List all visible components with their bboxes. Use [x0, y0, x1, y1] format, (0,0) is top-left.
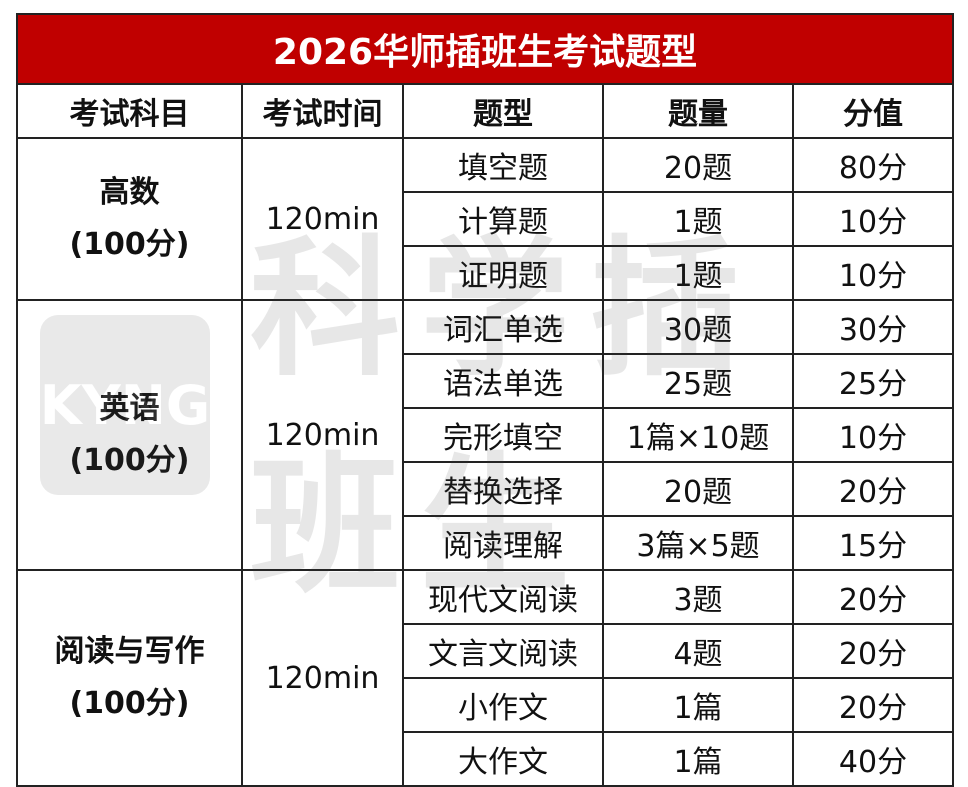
- exam-table-wrapper: 2026华师插班生考试题型 考试科目 考试时间 题型 题量 分值 高数 (100…: [15, 13, 955, 787]
- exam-time: 120min: [241, 299, 404, 571]
- header-subject: 考试科目: [16, 83, 243, 139]
- question-score: 20分: [791, 677, 955, 733]
- subject-cell: 阅读与写作 (100分): [16, 569, 243, 787]
- question-count: 1题: [602, 245, 794, 301]
- question-count: 3题: [602, 569, 794, 625]
- question-score: 10分: [791, 407, 955, 463]
- question-count: 20题: [602, 461, 794, 517]
- header-question-type: 题型: [402, 83, 604, 139]
- question-count: 30题: [602, 299, 794, 355]
- header-question-count: 题量: [602, 83, 794, 139]
- question-count: 25题: [602, 353, 794, 409]
- subject-name: 高数: [99, 175, 160, 210]
- question-type: 完形填空: [402, 407, 604, 463]
- question-type: 现代文阅读: [402, 569, 604, 625]
- question-count: 3篇×5题: [602, 515, 794, 571]
- exam-time: 120min: [241, 569, 404, 787]
- subject-cell: 高数 (100分): [16, 137, 243, 301]
- question-type: 填空题: [402, 137, 604, 193]
- question-type: 文言文阅读: [402, 623, 604, 679]
- table-title: 2026华师插班生考试题型: [15, 13, 955, 85]
- question-count: 1篇×10题: [602, 407, 794, 463]
- question-score: 10分: [791, 191, 955, 247]
- question-count: 1篇: [602, 677, 794, 733]
- question-type: 证明题: [402, 245, 604, 301]
- question-count: 20题: [602, 137, 794, 193]
- question-type: 词汇单选: [402, 299, 604, 355]
- subject-cell: 英语 (100分): [16, 299, 243, 571]
- question-score: 20分: [791, 461, 955, 517]
- question-score: 10分: [791, 245, 955, 301]
- subject-name: 阅读与写作: [54, 634, 205, 669]
- question-score: 30分: [791, 299, 955, 355]
- question-score: 80分: [791, 137, 955, 193]
- subject-total: (100分): [69, 443, 190, 478]
- header-score: 分值: [791, 83, 955, 139]
- question-score: 20分: [791, 569, 955, 625]
- exam-time: 120min: [241, 137, 404, 301]
- question-score: 15分: [791, 515, 955, 571]
- question-type: 阅读理解: [402, 515, 604, 571]
- question-type: 替换选择: [402, 461, 604, 517]
- header-time: 考试时间: [241, 83, 404, 139]
- question-count: 1题: [602, 191, 794, 247]
- question-score: 25分: [791, 353, 955, 409]
- subject-name: 英语: [99, 391, 160, 426]
- subject-total: (100分): [69, 686, 190, 721]
- question-count: 4题: [602, 623, 794, 679]
- question-score: 20分: [791, 623, 955, 679]
- subject-total: (100分): [69, 227, 190, 262]
- question-type: 语法单选: [402, 353, 604, 409]
- exam-format-table: 2026华师插班生考试题型 考试科目 考试时间 题型 题量 分值 高数 (100…: [15, 13, 955, 787]
- question-type: 小作文: [402, 677, 604, 733]
- question-type: 计算题: [402, 191, 604, 247]
